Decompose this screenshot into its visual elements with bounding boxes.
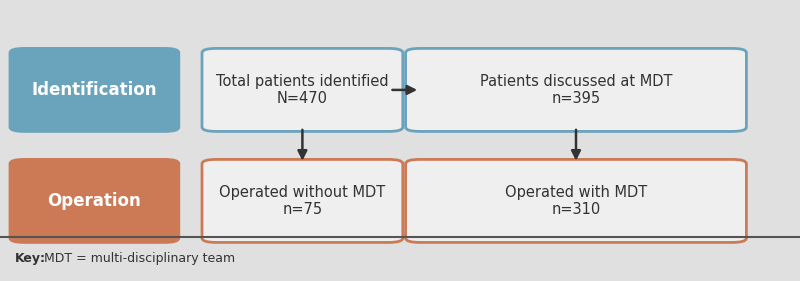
FancyBboxPatch shape [10, 48, 179, 132]
Text: Operated with MDT
n=310: Operated with MDT n=310 [505, 185, 647, 217]
FancyBboxPatch shape [202, 48, 403, 132]
Text: Patients discussed at MDT
n=395: Patients discussed at MDT n=395 [480, 74, 672, 106]
Text: Operated without MDT
n=75: Operated without MDT n=75 [219, 185, 386, 217]
FancyBboxPatch shape [406, 48, 746, 132]
FancyBboxPatch shape [406, 159, 746, 243]
Text: Key:: Key: [14, 252, 46, 265]
FancyBboxPatch shape [10, 159, 179, 243]
Text: MDT = multi-disciplinary team: MDT = multi-disciplinary team [40, 252, 235, 265]
Text: Identification: Identification [32, 81, 157, 99]
FancyBboxPatch shape [202, 159, 403, 243]
Text: Total patients identified
N=470: Total patients identified N=470 [216, 74, 389, 106]
Text: Operation: Operation [47, 192, 142, 210]
